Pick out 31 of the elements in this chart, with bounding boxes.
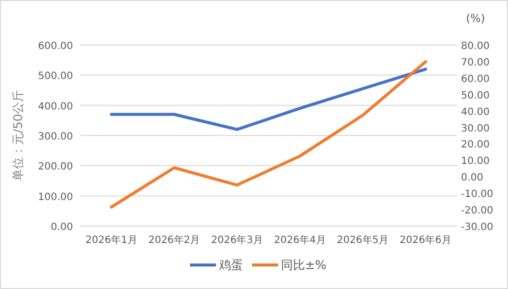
y2-tick-label: -20.00 [461, 206, 494, 217]
y-tick-label: 500.00 [38, 71, 73, 82]
y2-tick-label: 80.00 [461, 41, 490, 52]
y-tick-label: 200.00 [38, 162, 73, 173]
y2-tick-label: 10.00 [461, 156, 490, 168]
y-axis-title: 单位：元/50公斤 [11, 90, 25, 182]
y2-tick-label: 70.00 [461, 57, 490, 68]
legend-label: 鸡蛋 [218, 258, 243, 272]
y2-tick-label: 40.00 [461, 106, 490, 118]
y2-axis-title: (%) [466, 12, 486, 25]
y-tick-label: 400.00 [38, 101, 73, 112]
y2-tick-label: 60.00 [461, 74, 490, 85]
y2-tick-label: 30.00 [461, 123, 490, 134]
y2-tick-label: 0.00 [461, 172, 484, 184]
x-tick-label: 2026年4月 [274, 234, 326, 246]
legend-label: 同比±% [281, 258, 326, 272]
x-tick-label: 2026年3月 [211, 234, 263, 246]
y2-tick-label: -10.00 [461, 189, 494, 200]
y-tick-label: 0.00 [50, 222, 73, 233]
line-series [110, 60, 428, 209]
y2-tick-label: -30.00 [461, 222, 494, 233]
y2-tick-label: 50.00 [461, 90, 490, 102]
y2-tick-label: 20.00 [461, 140, 490, 151]
x-tick-label: 2026年2月 [148, 234, 200, 246]
x-tick-label: 2026年5月 [336, 234, 389, 246]
x-tick-label: 2026年6月 [400, 234, 452, 246]
x-tick-label: 2026年1月 [86, 234, 138, 246]
line-series [110, 68, 428, 131]
y-tick-label: 300.00 [38, 132, 73, 142]
y-tick-label: 600.00 [38, 41, 73, 52]
y-tick-label: 100.00 [38, 192, 73, 203]
